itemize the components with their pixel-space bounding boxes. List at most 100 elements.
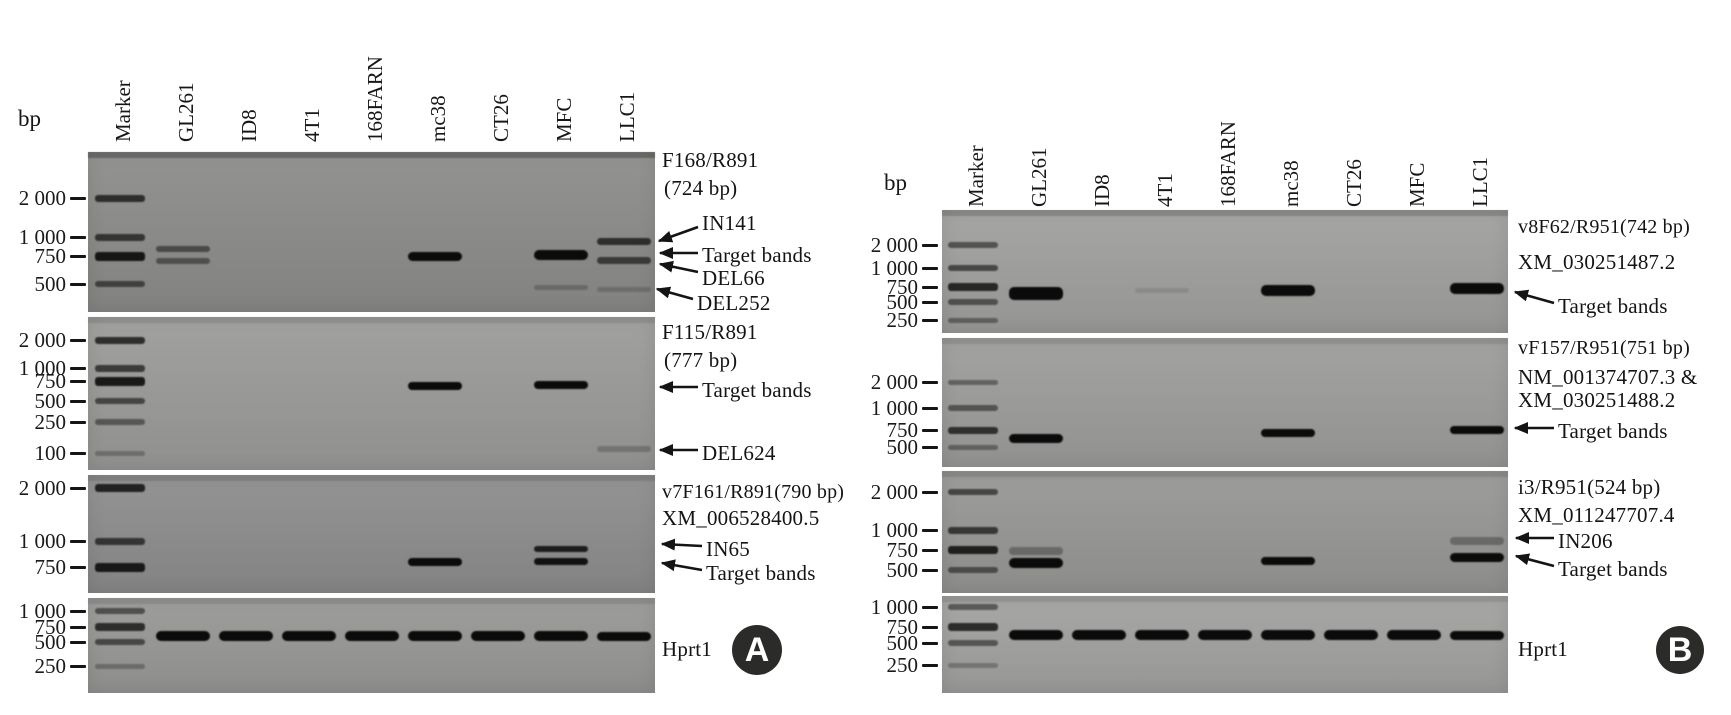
dna-band: [1009, 286, 1064, 300]
bp-size-label: 1 000: [18, 529, 66, 553]
bp-size-label: 750: [886, 275, 919, 299]
panel-badge-b: B: [1656, 626, 1704, 674]
dna-band: [1449, 282, 1504, 294]
bp-tick: [70, 640, 86, 644]
ladder-band: [94, 251, 145, 261]
dna-band: [1009, 547, 1064, 555]
bp-tick: [70, 235, 86, 239]
gel-annotation: (724 bp): [664, 176, 738, 200]
bp-size-label: 1 000: [870, 396, 918, 420]
ladder-band: [948, 567, 999, 573]
lane-label-ct26: CT26: [1341, 159, 1366, 207]
dna-band: [533, 557, 588, 565]
dna-band: [218, 631, 273, 641]
gel-annotation: DEL252: [697, 291, 771, 315]
ladder-band: [94, 233, 145, 241]
dna-band: [1260, 429, 1315, 437]
dna-band: [533, 250, 588, 260]
gel-annotation: vF157/R951(751 bp): [1518, 337, 1690, 359]
ladder-band: [94, 639, 145, 645]
dna-band: [1449, 630, 1504, 640]
lane-label-168farn: 168FARN: [1216, 121, 1240, 207]
ladder-band: [94, 281, 145, 287]
bp-size-label: 750: [886, 615, 919, 639]
bp-size-label: 750: [886, 538, 919, 562]
gel-annotation: (777 bp): [664, 348, 738, 372]
gel-annotation: IN65: [706, 537, 750, 561]
dna-band: [1260, 284, 1315, 296]
dna-band: [596, 256, 651, 264]
pointer-arrow-icon: [655, 286, 694, 301]
gel-annotation: v8F62/R951(742 bp): [1518, 216, 1690, 238]
bp-size-label: 500: [34, 630, 67, 654]
gel-annotation: i3/R951(524 bp): [1518, 475, 1661, 499]
ladder-band: [94, 450, 145, 456]
gel-annotation: DEL624: [702, 441, 776, 465]
bp-tick: [70, 451, 86, 455]
bp-size-label: 2 000: [18, 186, 66, 210]
ladder-band: [94, 376, 145, 386]
dna-band: [533, 631, 588, 641]
gel-annotation: DEL66: [702, 266, 765, 290]
ladder-band: [948, 283, 999, 291]
bp-tick: [922, 243, 938, 247]
gel-annotation: NM_001374707.3 &: [1518, 365, 1698, 389]
dna-band: [407, 558, 462, 566]
ladder-band: [948, 526, 999, 534]
dna-band: [533, 546, 588, 552]
well-strip: [88, 152, 655, 158]
dna-band: [1135, 287, 1190, 293]
pointer-arrow-icon: [660, 559, 703, 572]
ladder-band: [94, 663, 145, 669]
dna-band: [281, 631, 336, 641]
gel-annotation: XM_011247707.4: [1518, 503, 1675, 527]
ladder-band: [94, 562, 145, 572]
bp-size-label: 750: [34, 615, 67, 639]
dna-band: [1260, 557, 1315, 565]
bp-size-label: 1 000: [870, 595, 918, 619]
gel-annotation: Target bands: [1558, 294, 1668, 318]
ladder-band: [94, 336, 145, 344]
bp-size-label: 1 000: [870, 518, 918, 542]
well-strip: [88, 598, 655, 604]
bp-tick: [922, 318, 938, 322]
bp-size-label: 250: [34, 654, 67, 678]
lane-label-id8: ID8: [1090, 174, 1115, 207]
bp-tick: [70, 254, 86, 258]
well-strip: [942, 596, 1508, 602]
ladder-band: [948, 379, 999, 385]
bp-size-label: 2 000: [870, 370, 918, 394]
lane-label-marker: Marker: [110, 80, 135, 142]
dna-band: [1198, 630, 1252, 640]
bp-tick: [70, 486, 86, 490]
gel-annotation: Target bands: [702, 378, 812, 402]
bp-tick: [922, 528, 938, 532]
well-strip: [942, 338, 1508, 344]
lane-label-4t1: 4T1: [1153, 173, 1178, 207]
bp-size-label: 750: [34, 555, 67, 579]
dna-band: [155, 258, 210, 264]
lane-label-marker: Marker: [964, 145, 989, 207]
bp-tick: [70, 366, 86, 370]
bp-size-label: 2 000: [18, 328, 66, 352]
bp-size-label: 250: [886, 308, 919, 332]
lane-label-mc38: mc38: [425, 95, 450, 142]
ladder-band: [94, 398, 145, 404]
dna-band: [1072, 630, 1127, 640]
bp-tick: [922, 300, 938, 304]
bp-tick: [70, 196, 86, 200]
bp-size-label: 500: [34, 272, 67, 296]
bp-tick: [70, 399, 86, 403]
ladder-band: [948, 242, 999, 248]
lane-label-ct26: CT26: [488, 94, 513, 142]
bp-tick: [70, 539, 86, 543]
dna-band: [344, 631, 399, 641]
bp-size-label: 2 000: [870, 480, 918, 504]
gel-annotation: XM_006528400.5: [662, 506, 820, 530]
bp-tick: [922, 406, 938, 410]
gel-annotation: Target bands: [1558, 419, 1668, 443]
dna-band: [1009, 558, 1064, 568]
ladder-band: [948, 604, 999, 610]
gel-annotation: Target bands: [706, 561, 816, 585]
dna-band: [1009, 630, 1064, 640]
